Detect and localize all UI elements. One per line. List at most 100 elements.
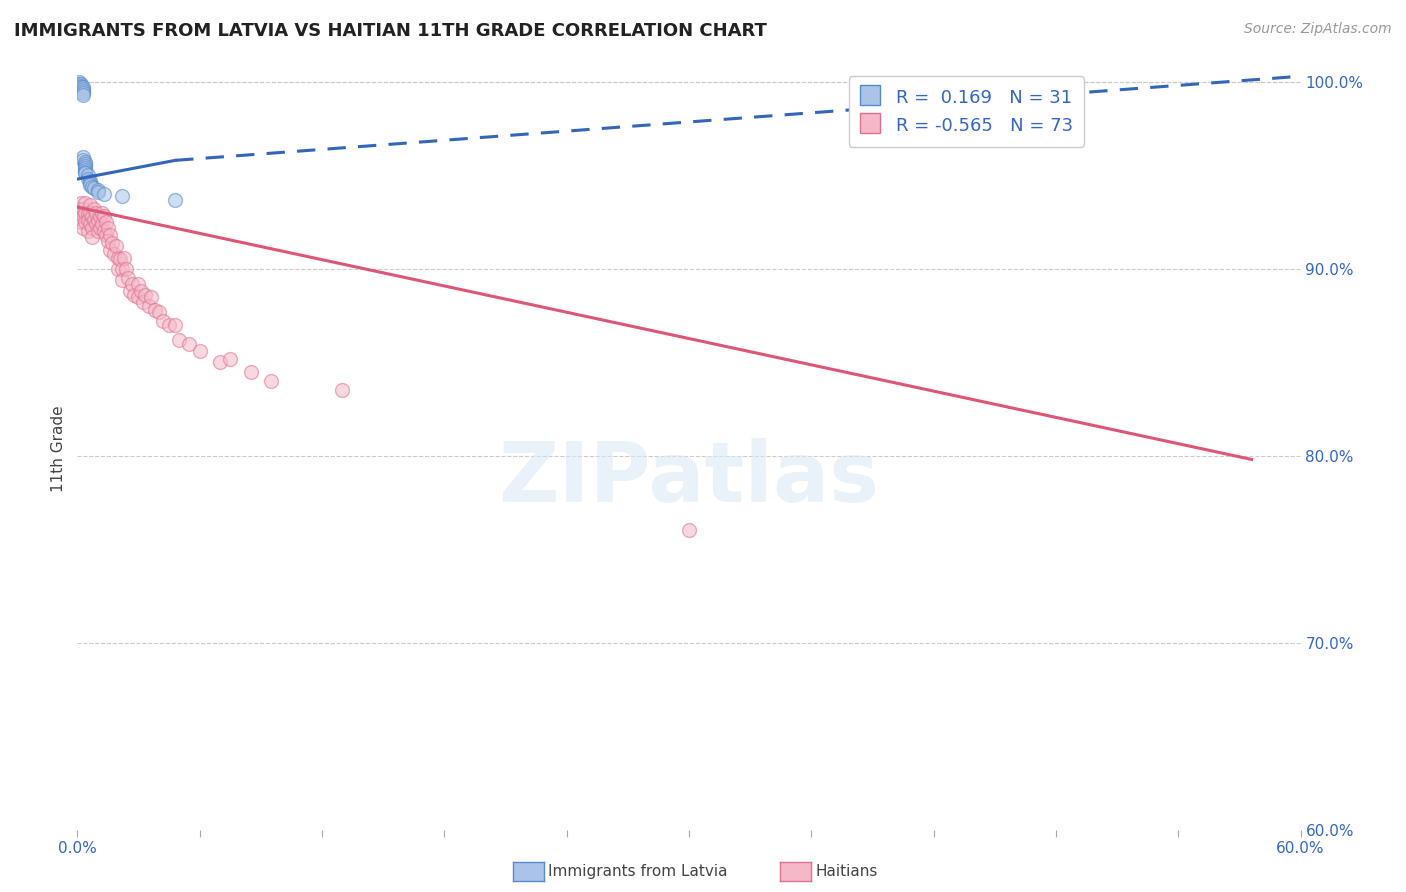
Point xyxy=(83,202,105,216)
Point xyxy=(208,355,231,369)
Point xyxy=(97,220,120,235)
Point xyxy=(139,290,162,304)
Point xyxy=(93,224,115,238)
Point xyxy=(98,228,121,243)
Point xyxy=(79,217,101,231)
Point xyxy=(84,217,107,231)
Point xyxy=(70,80,93,95)
Point xyxy=(75,196,97,211)
Point xyxy=(72,202,94,216)
Point xyxy=(87,224,110,238)
Point xyxy=(94,228,117,243)
Point xyxy=(79,176,101,190)
Point xyxy=(70,77,93,91)
Point xyxy=(79,178,101,192)
Point xyxy=(70,215,93,229)
Point xyxy=(90,205,112,219)
Point xyxy=(79,198,101,212)
Point xyxy=(101,235,124,250)
Point xyxy=(80,210,103,224)
Point xyxy=(75,164,97,178)
Point xyxy=(72,220,94,235)
Text: Source: ZipAtlas.com: Source: ZipAtlas.com xyxy=(1244,22,1392,37)
Point xyxy=(127,277,149,291)
Point xyxy=(72,80,94,95)
Y-axis label: 11th Grade: 11th Grade xyxy=(51,405,66,491)
Point xyxy=(76,213,98,227)
Point xyxy=(75,205,97,219)
Point xyxy=(84,205,107,219)
Point xyxy=(67,202,90,216)
Point xyxy=(169,333,191,347)
Point xyxy=(117,271,139,285)
Point xyxy=(70,205,93,219)
Point xyxy=(219,351,242,366)
Point xyxy=(76,169,98,183)
Point xyxy=(105,239,128,253)
Point xyxy=(76,172,98,186)
Point xyxy=(72,86,94,100)
Point xyxy=(188,344,211,359)
Point xyxy=(87,213,110,227)
Point xyxy=(75,159,97,173)
Point xyxy=(108,252,131,267)
Point xyxy=(165,318,187,332)
Point xyxy=(260,374,283,388)
Point xyxy=(129,284,152,298)
Point xyxy=(107,251,129,265)
Legend: R =  0.169   N = 31, R = -0.565   N = 73: R = 0.169 N = 31, R = -0.565 N = 73 xyxy=(849,76,1084,146)
Point xyxy=(72,87,94,102)
Point xyxy=(83,181,105,195)
Point xyxy=(107,261,129,276)
Point xyxy=(143,302,166,317)
Point xyxy=(98,243,121,257)
Point xyxy=(165,193,187,207)
Point xyxy=(76,205,98,219)
Point xyxy=(76,224,98,238)
Point xyxy=(112,251,135,265)
Point xyxy=(87,183,110,197)
Point xyxy=(179,336,201,351)
Point xyxy=(94,215,117,229)
Point xyxy=(111,273,134,287)
Point xyxy=(111,189,134,203)
Point xyxy=(115,261,138,276)
Point xyxy=(80,220,103,235)
Point xyxy=(87,185,110,199)
Point xyxy=(72,153,94,168)
Text: ZIPatlas: ZIPatlas xyxy=(499,438,879,519)
Point xyxy=(72,82,94,96)
Point xyxy=(67,210,90,224)
Point xyxy=(79,174,101,188)
Point xyxy=(89,220,111,235)
Point xyxy=(89,210,111,224)
Point xyxy=(97,234,120,248)
Point xyxy=(70,196,93,211)
Point xyxy=(138,299,160,313)
Point xyxy=(79,205,101,219)
Point xyxy=(75,157,97,171)
Point xyxy=(75,162,97,177)
Point xyxy=(120,284,142,298)
Point xyxy=(75,155,97,169)
Point xyxy=(67,77,90,91)
Point xyxy=(83,213,105,227)
Text: Haitians: Haitians xyxy=(815,864,877,879)
Point xyxy=(127,290,149,304)
Point xyxy=(131,295,153,310)
Point xyxy=(332,384,354,398)
Point xyxy=(239,365,262,379)
Text: IMMIGRANTS FROM LATVIA VS HAITIAN 11TH GRADE CORRELATION CHART: IMMIGRANTS FROM LATVIA VS HAITIAN 11TH G… xyxy=(14,22,766,40)
Point xyxy=(80,179,103,194)
Point xyxy=(67,75,90,89)
Point xyxy=(103,247,125,261)
Point xyxy=(75,166,97,180)
Point xyxy=(134,288,156,302)
Point xyxy=(678,524,700,538)
Point xyxy=(72,84,94,98)
Point xyxy=(70,78,93,93)
Point xyxy=(152,314,174,328)
Point xyxy=(72,210,94,224)
Point xyxy=(124,288,146,302)
Point xyxy=(72,150,94,164)
